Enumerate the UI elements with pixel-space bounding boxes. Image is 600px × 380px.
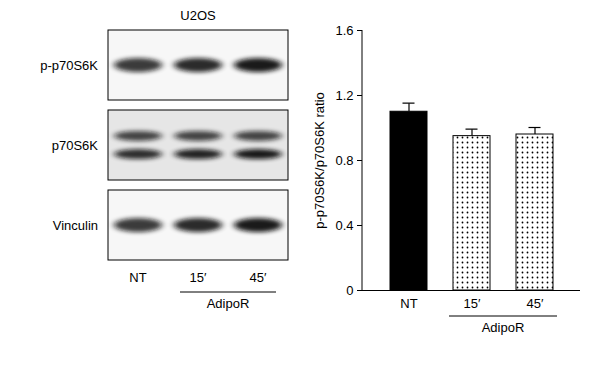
svg-text:p-p70S6K: p-p70S6K [40,58,98,73]
svg-text:0.8: 0.8 [335,153,353,168]
svg-text:AdipoR: AdipoR [207,296,250,311]
svg-text:p-p70S6K/p70S6K ratio: p-p70S6K/p70S6K ratio [312,92,327,229]
svg-text:45′: 45′ [250,270,267,285]
svg-text:p70S6K: p70S6K [52,138,99,153]
svg-text:45′: 45′ [527,296,544,311]
svg-text:0.4: 0.4 [335,218,353,233]
svg-text:Vinculin: Vinculin [53,218,98,233]
svg-text:0: 0 [346,283,353,298]
svg-text:NT: NT [400,296,417,311]
svg-text:1.2: 1.2 [335,88,353,103]
svg-text:15′: 15′ [464,296,481,311]
svg-text:15′: 15′ [190,270,207,285]
svg-text:U2OS: U2OS [180,8,216,23]
svg-text:AdipoR: AdipoR [482,320,525,335]
svg-text:1.6: 1.6 [335,23,353,38]
svg-text:NT: NT [129,270,146,285]
